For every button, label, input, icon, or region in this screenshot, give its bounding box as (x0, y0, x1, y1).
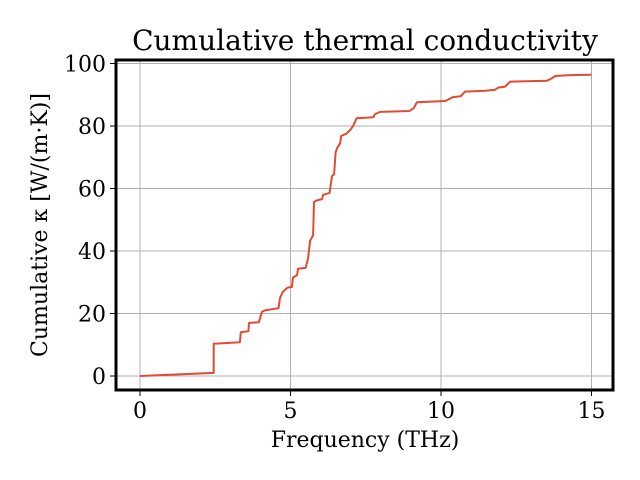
grid-lines (116, 60, 613, 390)
y-tick-labels: 0 20 40 60 80 100 (64, 53, 106, 391)
y-tick-label: 60 (78, 178, 106, 203)
plot-frame (114, 58, 615, 392)
x-tick-label: 0 (133, 399, 147, 424)
x-tick-label: 10 (427, 399, 455, 424)
y-tick-label: 100 (64, 53, 106, 78)
data-line-layer (139, 73, 592, 377)
axis-ticks (110, 63, 592, 396)
x-axis-label: Frequency (THz) (271, 428, 460, 453)
x-tick-labels: 0 5 10 15 (133, 399, 606, 424)
y-tick-label: 20 (78, 303, 106, 328)
x-tick-label: 15 (578, 399, 606, 424)
cumulative-kappa-line (139, 73, 592, 377)
y-axis-label: Cumulative κ [W/(m·K)] (28, 93, 53, 357)
chart-title: Cumulative thermal conductivity (132, 24, 598, 57)
y-tick-label: 80 (78, 115, 106, 140)
x-tick-label: 5 (284, 399, 298, 424)
y-tick-label: 0 (92, 365, 106, 390)
y-tick-label: 40 (78, 240, 106, 265)
